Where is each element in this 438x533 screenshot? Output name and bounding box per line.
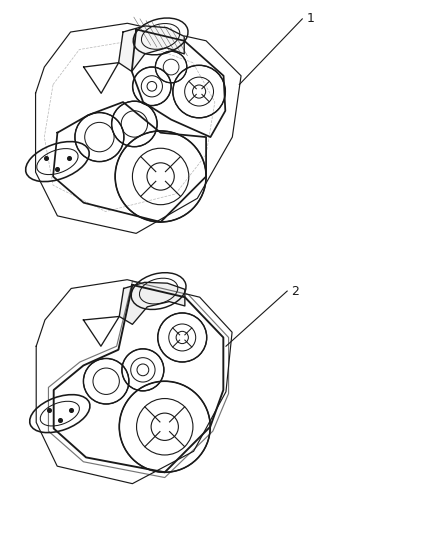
Text: 1: 1 — [306, 12, 314, 26]
Polygon shape — [118, 26, 184, 71]
Text: 2: 2 — [291, 285, 299, 297]
Polygon shape — [119, 282, 184, 325]
